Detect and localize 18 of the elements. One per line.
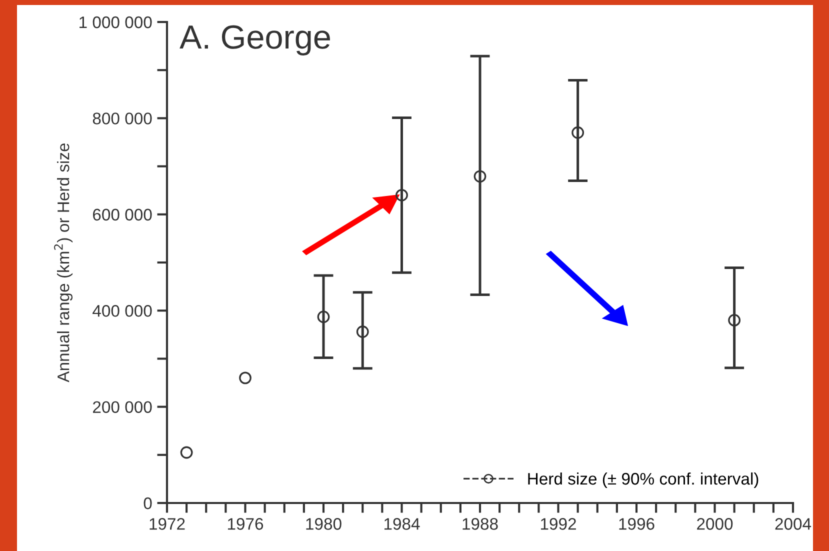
x-tick-label: 2000 bbox=[697, 518, 733, 530]
x-tick-label: 1992 bbox=[540, 518, 576, 530]
x-tick-label: 1984 bbox=[384, 518, 420, 530]
legend-label: Herd size (± 90% conf. interval) bbox=[528, 472, 758, 488]
x-tick-label: 1996 bbox=[619, 518, 654, 530]
x-tick-label: 1980 bbox=[306, 518, 342, 530]
x-tick-label: 1972 bbox=[150, 518, 185, 530]
y-tick-label: 200 000 bbox=[93, 401, 152, 414]
y-tick-label: 600 000 bbox=[93, 208, 152, 221]
x-tick-label: 1976 bbox=[228, 518, 264, 530]
y-tick-label: 0 bbox=[144, 497, 152, 510]
chart-title: A. George bbox=[180, 25, 330, 56]
y-tick-label: 400 000 bbox=[92, 305, 152, 317]
y-tick-label: 1 000 000 bbox=[80, 16, 152, 28]
y-axis-title: Annual range (km$^{2}$) or Herd size bbox=[54, 143, 73, 382]
x-tick-label: 1988 bbox=[462, 518, 498, 530]
x-tick-label: 2004 bbox=[775, 518, 812, 530]
y-tick-label: 800 000 bbox=[92, 112, 152, 124]
